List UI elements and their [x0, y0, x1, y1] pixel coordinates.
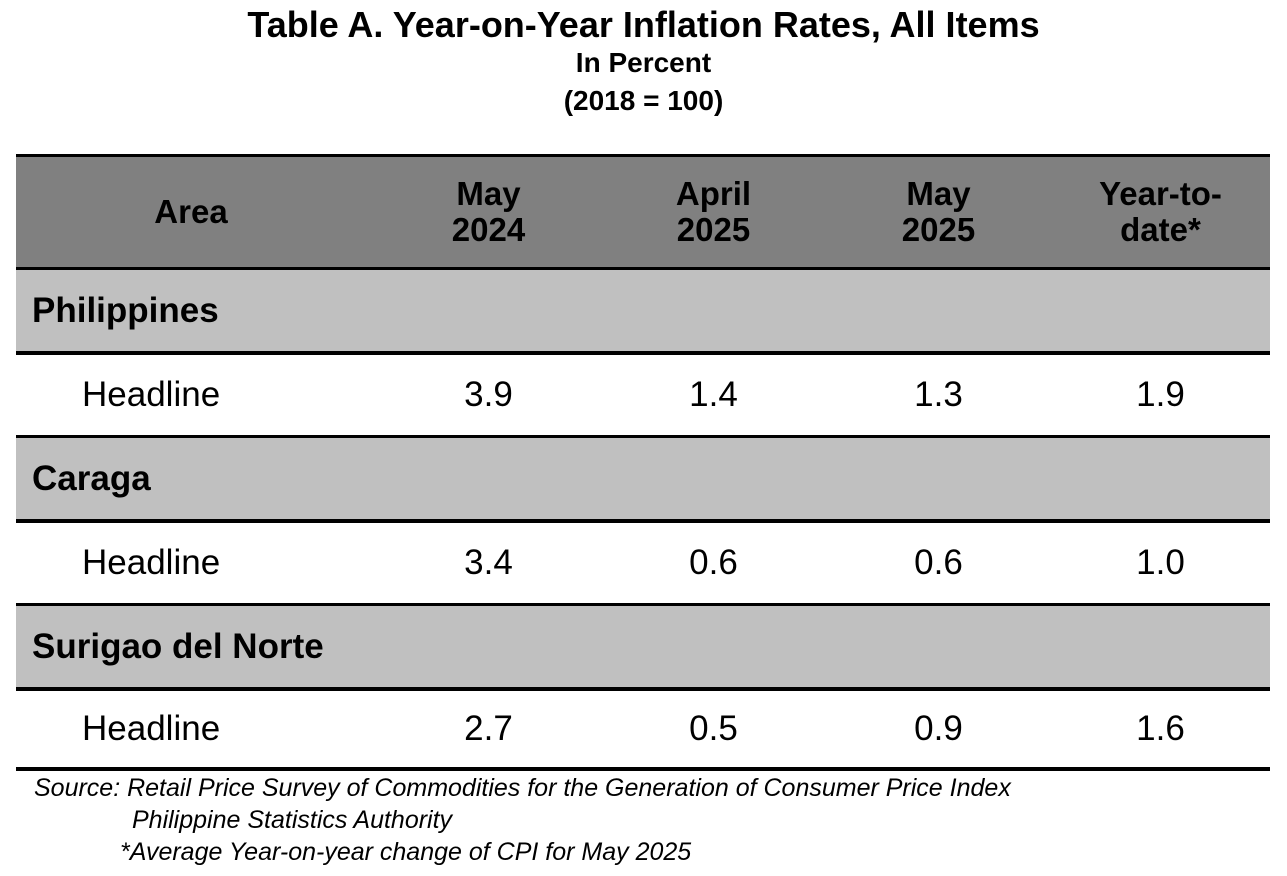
source-note: Source: Retail Price Survey of Commoditi… [34, 774, 1011, 802]
header-may-2025: May 2025 [826, 176, 1051, 248]
table-row: Headline 2.7 0.5 0.9 1.6 [16, 687, 1270, 771]
header-label-line2: 2024 [451, 211, 526, 248]
title-block: Table A. Year-on-Year Inflation Rates, A… [0, 0, 1287, 120]
footnote: *Average Year-on-year change of CPI for … [120, 838, 692, 866]
header-label-line2: date* [1120, 211, 1201, 248]
group-row-philippines: Philippines [16, 267, 1270, 351]
group-label: Caraga [32, 458, 151, 498]
group-row-surigao-del-norte: Surigao del Norte [16, 603, 1270, 687]
group-label: Surigao del Norte [32, 626, 324, 666]
agency-note: Philippine Statistics Authority [132, 806, 453, 834]
row-label: Headline [82, 709, 221, 748]
group-label: Philippines [32, 290, 219, 330]
cell-value: 0.5 [689, 709, 738, 748]
header-may-2024: May 2024 [376, 176, 601, 248]
header-area-label: Area [154, 193, 228, 230]
cell-value: 0.6 [689, 543, 738, 582]
cell-value: 1.0 [1136, 543, 1185, 582]
table-row: Headline 3.4 0.6 0.6 1.0 [16, 519, 1270, 603]
header-label-line1: May [456, 175, 521, 212]
cell-value: 3.4 [464, 543, 513, 582]
cell-value: 3.9 [464, 375, 513, 414]
cell-value: 1.6 [1136, 709, 1185, 748]
table-row: Headline 3.9 1.4 1.3 1.9 [16, 351, 1270, 435]
header-april-2025: April 2025 [601, 176, 826, 248]
row-label: Headline [82, 543, 221, 582]
inflation-table: Area May 2024 April 2025 May 2025 Year-to-d… [16, 154, 1270, 771]
table-title: Table A. Year-on-Year Inflation Rates, A… [247, 4, 1040, 45]
cell-value: 0.9 [914, 709, 963, 748]
header-year-to-date: Year-to-date* [1051, 176, 1270, 248]
header-label-line2: 2025 [901, 211, 976, 248]
row-label: Headline [82, 375, 221, 414]
cell-value: 1.9 [1136, 375, 1185, 414]
cell-value: 2.7 [464, 709, 513, 748]
table-subtitle-unit: In Percent [575, 47, 712, 78]
header-label-line1: May [906, 175, 971, 212]
header-label-line1: April [675, 175, 752, 212]
table-subtitle-base: (2018 = 100) [563, 85, 724, 116]
cell-value: 0.6 [914, 543, 963, 582]
group-row-caraga: Caraga [16, 435, 1270, 519]
table-header-row: Area May 2024 April 2025 May 2025 Year-to-d… [16, 154, 1270, 267]
table-notes: Source: Retail Price Survey of Commoditi… [34, 772, 1011, 868]
cell-value: 1.4 [689, 375, 738, 414]
header-area: Area [16, 194, 376, 230]
cell-value: 1.3 [914, 375, 963, 414]
header-label-line2: 2025 [676, 211, 751, 248]
header-label-line1: Year-to- [1099, 175, 1222, 212]
